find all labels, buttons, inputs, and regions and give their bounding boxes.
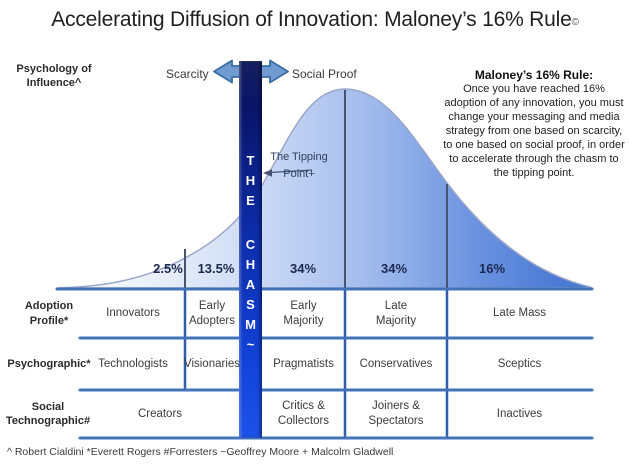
cell-late-majority: Late Majority bbox=[375, 299, 417, 327]
pct-early-adopters: 13.5% bbox=[197, 261, 235, 276]
chasm-letter: T bbox=[246, 153, 255, 168]
callout-body: Once you have reached 16% adoption of an… bbox=[443, 83, 625, 179]
row-label-psychographic: Psychographic* bbox=[7, 358, 91, 371]
cell-early-adopters: Early Adopters bbox=[188, 299, 236, 327]
tipping-point-label: The Tipping Point+ bbox=[270, 151, 328, 181]
cell-sceptics: Sceptics bbox=[497, 357, 542, 370]
cell-inactives: Inactives bbox=[496, 407, 543, 420]
chasm-letter: ~ bbox=[246, 337, 255, 352]
tipping-arrow-head-icon bbox=[263, 169, 272, 177]
maloney-rule-callout: Maloney’s 16% Rule: Once you have reache… bbox=[443, 68, 625, 181]
pct-innovators: 2.5% bbox=[153, 261, 183, 276]
cell-innovators: Innovators bbox=[106, 307, 160, 320]
social-proof-label: Social Proof bbox=[292, 67, 357, 81]
chasm-letter: S bbox=[246, 297, 255, 312]
cell-conservatives: Conservatives bbox=[359, 357, 433, 370]
cell-technologists: Technologists bbox=[98, 357, 168, 370]
cell-pragmatists: Pragmatists bbox=[273, 357, 334, 370]
row-label-adoption-profile: Adoption Profile* bbox=[24, 300, 74, 327]
bell-curve bbox=[56, 88, 593, 289]
psychology-of-influence-label: Psychology of Influence^ bbox=[16, 63, 92, 90]
copyright-mark: © bbox=[571, 17, 579, 28]
the-chasm-letters: T H E C H A S M ~ bbox=[239, 151, 262, 355]
cell-visionaries: Visionaries bbox=[183, 357, 241, 370]
pct-early-majority: 34% bbox=[289, 261, 317, 276]
chasm-letter: H bbox=[245, 257, 256, 272]
chasm-letter: H bbox=[245, 173, 256, 188]
cell-late-mass: Late Mass bbox=[492, 307, 547, 320]
cell-creators: Creators bbox=[137, 407, 183, 420]
chasm-letter: C bbox=[245, 237, 256, 252]
cell-critics-collectors: Critics & Collectors bbox=[277, 400, 330, 427]
chasm-letter: M bbox=[245, 317, 256, 332]
title-text: Accelerating Diffusion of Innovation: Ma… bbox=[51, 8, 572, 31]
callout-heading: Maloney’s 16% Rule: bbox=[474, 68, 594, 82]
the-chasm-bar bbox=[239, 61, 262, 438]
cell-early-majority: Early Majority bbox=[283, 299, 324, 327]
chasm-letter: E bbox=[246, 193, 255, 208]
page-title: Accelerating Diffusion of Innovation: Ma… bbox=[0, 8, 630, 32]
scarcity-label: Scarcity bbox=[166, 67, 209, 81]
footnote-sources: ^ Robert Cialdini *Everett Rogers #Forre… bbox=[7, 446, 394, 458]
pct-late-majority: 34% bbox=[380, 261, 408, 276]
chasm-letter: A bbox=[245, 277, 256, 292]
tipping-arrow-shaft bbox=[269, 169, 313, 174]
pct-late-mass: 16% bbox=[478, 261, 506, 276]
row-label-social-technographic: Social Technographic# bbox=[5, 400, 91, 427]
cell-joiners-spectators: Joiners & Spectators bbox=[368, 400, 424, 427]
